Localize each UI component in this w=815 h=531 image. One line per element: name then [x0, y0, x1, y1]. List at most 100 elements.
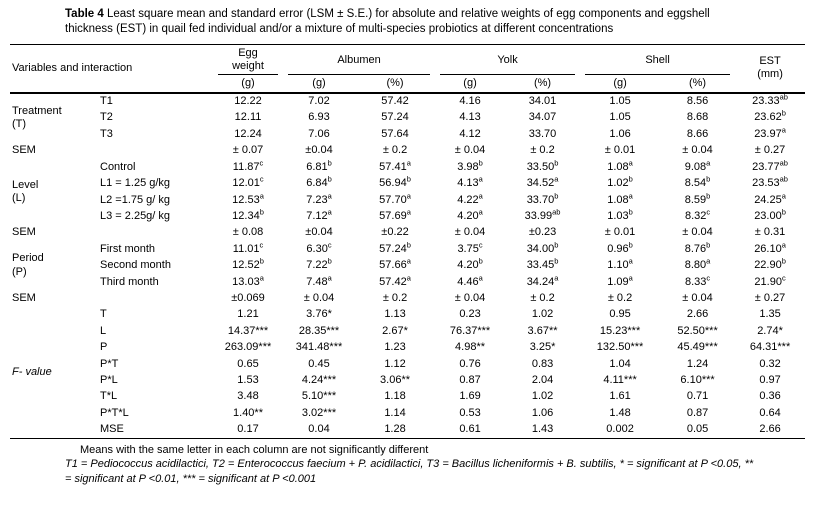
value-cell: 5.10***: [301, 390, 337, 403]
row-group-label: SEM: [12, 291, 36, 304]
unit-yolk-pct: (%): [505, 75, 581, 94]
value-cell: 1.14: [384, 406, 406, 419]
value-cell: 0.97: [759, 373, 781, 386]
table-row: P*L 1.53 4.24*** 3.06** 0.87 2.04 4.11*** 6.10*…: [10, 372, 805, 388]
value-cell: ± 0.2: [530, 144, 555, 157]
table-row: P*T*L 1.40** 3.02*** 1.14 0.53 1.06 1.48 0.87 0.…: [10, 405, 805, 421]
value-cell: 12.11: [234, 111, 262, 124]
value-cell: 52.50***: [677, 324, 718, 337]
row-label: Third month: [100, 275, 159, 288]
value-cell: 57.66a: [379, 257, 411, 272]
value-cell: 8.76b: [684, 241, 711, 255]
value-cell: 7.02: [308, 95, 330, 108]
value-cell: 1.05: [609, 95, 631, 108]
row-group-label: Level (L): [12, 178, 39, 204]
value-cell: 4.24***: [301, 373, 337, 386]
row-label: L1 = 1.25 g/kg: [100, 177, 171, 190]
value-cell: 56.94b: [379, 175, 411, 190]
value-cell: 57.70a: [379, 192, 411, 206]
table-row: F- value T 1.21 3.76* 1.13 0.23 1.02 0.95 2.66 1.…: [10, 307, 805, 377]
value-cell: 7.23a: [306, 192, 332, 206]
row-label: P*L: [100, 373, 118, 386]
value-cell: 1.35: [759, 308, 781, 321]
row-group-label: Period (P): [12, 252, 44, 278]
value-cell: 33.70b: [526, 192, 559, 206]
value-cell: 4.13: [459, 111, 481, 124]
table-row: L1 = 1.25 g/kg 12.01c 6.84b 56.94b 4.13a 34.5…: [10, 176, 805, 192]
value-cell: 12.53a: [232, 192, 264, 206]
header-unit-row: (g) (g) (%) (g) (%) (g) (%): [10, 75, 805, 94]
col-group-albumen: Albumen: [283, 44, 436, 76]
value-cell: ±0.22: [381, 226, 409, 239]
value-cell: 3.06**: [380, 373, 411, 386]
value-cell: 12.01c: [232, 175, 264, 190]
row-label: P*T: [100, 357, 119, 370]
value-cell: 1.23: [384, 341, 406, 354]
unit-albumen-pct: (%): [355, 75, 436, 94]
value-cell: 23.33ab: [752, 92, 788, 108]
value-cell: 23.97a: [754, 126, 786, 140]
table-row: L3 = 2.25g/ kg 12.34b 7.12a 57.69a 4.20a 33.9…: [10, 208, 805, 224]
value-cell: 263.09***: [224, 341, 272, 354]
footnotes: Means with the same letter in each colum…: [10, 444, 810, 486]
value-cell: 1.18: [384, 390, 406, 403]
value-cell: 23.00b: [754, 208, 786, 222]
value-cell: 12.22: [234, 95, 262, 108]
table-row: Period (P) First month 11.01c 6.30c 57.24b 3.…: [10, 241, 805, 278]
footnote-significance-letters: Means with the same letter in each colum…: [80, 444, 429, 457]
unit-albumen-g: (g): [283, 75, 356, 94]
value-cell: 1.10a: [607, 257, 633, 272]
value-cell: 57.42a: [379, 274, 411, 288]
table-row: Second month 12.52b 7.22b 57.66a 4.20b 33.45b…: [10, 258, 805, 274]
value-cell: 0.71: [686, 390, 709, 403]
value-cell: 33.70: [528, 127, 557, 140]
value-cell: ±0.23: [528, 226, 557, 239]
document-page: Table 4 Least square mean and standard e…: [10, 8, 810, 486]
value-cell: 3.76*: [306, 308, 332, 321]
value-cell: 12.24: [234, 127, 262, 140]
row-label: L3 = 2.25g/ kg: [100, 209, 171, 222]
table-caption-label: Table 4: [65, 8, 104, 20]
unit-yolk-g: (g): [435, 75, 506, 94]
value-cell: 1.03b: [607, 208, 633, 222]
row-group-label: SEM: [12, 226, 36, 239]
row-label: Second month: [100, 259, 171, 272]
value-cell: ± 0.2: [382, 144, 408, 157]
col-group-yolk: Yolk: [435, 44, 581, 76]
value-cell: 0.36: [759, 390, 781, 403]
value-cell: 0.87: [686, 406, 709, 419]
table-row: T*L 3.48 5.10*** 1.18 1.69 1.02 1.61 0.71 0.36: [10, 389, 805, 405]
value-cell: 1.08a: [607, 159, 633, 173]
row-label: Control: [100, 160, 136, 173]
value-cell: 8.54b: [684, 175, 711, 190]
value-cell: ± 0.04: [682, 291, 713, 304]
value-cell: 1.43: [531, 423, 554, 436]
value-cell: 8.33c: [684, 274, 711, 288]
value-cell: ± 0.04: [682, 226, 713, 239]
value-cell: 7.48a: [306, 274, 332, 288]
col-group-est: EST (mm): [735, 44, 806, 94]
value-cell: 0.45: [308, 357, 330, 370]
table-row: SEM ± 0.07 ±0.04 ± 0.2 ± 0.04 ± 0.2 ± 0.01 ± 0.…: [10, 143, 805, 159]
value-cell: 2.66: [686, 308, 709, 321]
value-cell: ± 0.2: [530, 291, 555, 304]
value-cell: 24.25a: [754, 192, 786, 206]
value-cell: 4.13a: [457, 175, 483, 190]
table-row: Third month 13.03a 7.48a 57.42a 4.46a 34.24a 1…: [10, 274, 805, 290]
row-label: T1: [100, 95, 113, 108]
value-cell: 23.62b: [754, 109, 786, 124]
table-row: L 14.37*** 28.35*** 2.67* 76.37*** 3.67** 15.2…: [10, 323, 805, 339]
value-cell: 4.22a: [457, 192, 483, 206]
value-cell: 23.77ab: [752, 159, 788, 173]
row-label: T3: [100, 127, 113, 140]
row-label: L: [100, 324, 107, 337]
value-cell: 34.52a: [526, 175, 559, 190]
col-group-egg-weight: Egg weight: [213, 44, 284, 76]
value-cell: 4.20a: [457, 208, 483, 222]
value-cell: 7.22b: [306, 257, 332, 272]
row-label: [95, 225, 213, 241]
value-cell: 1.13: [384, 308, 406, 321]
value-cell: 33.45b: [526, 257, 559, 272]
value-cell: 22.90b: [754, 257, 786, 272]
value-cell: 8.68: [686, 111, 709, 124]
